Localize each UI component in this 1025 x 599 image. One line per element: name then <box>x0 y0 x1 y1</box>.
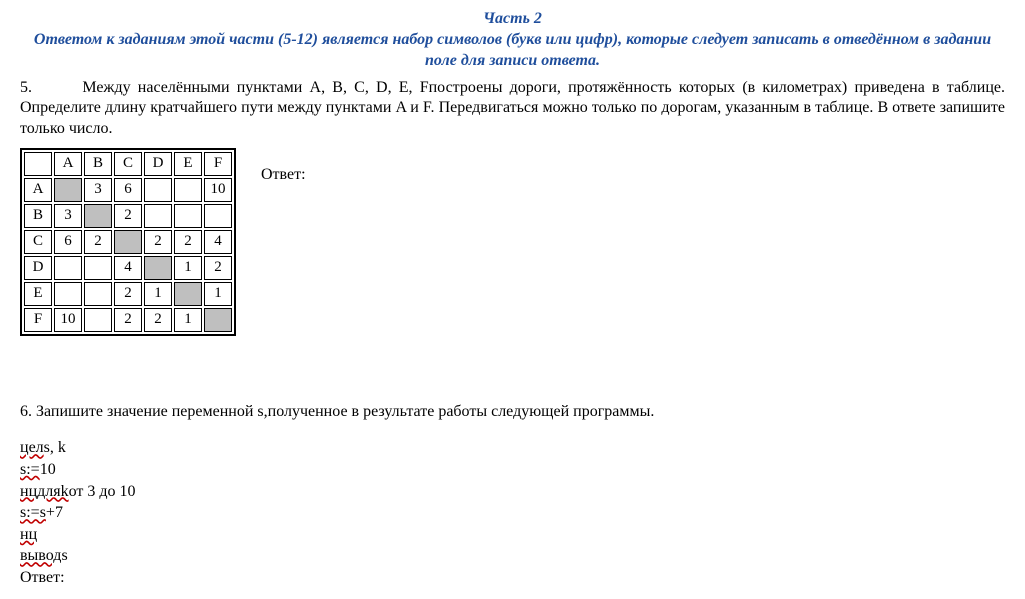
table-row-label: F <box>24 308 52 332</box>
code-line-3: нцдляkот 3 до 10 <box>20 481 1005 503</box>
table-cell <box>54 178 82 202</box>
table-cell: 3 <box>84 178 112 202</box>
table-header-cell: B <box>84 152 112 176</box>
table-cell: 2 <box>114 282 142 306</box>
table-cell <box>84 282 112 306</box>
problem6-number: 6. <box>20 403 32 420</box>
table-header-cell: F <box>204 152 232 176</box>
problem5-number: 5. <box>20 79 32 96</box>
table-cell: 6 <box>114 178 142 202</box>
code-line-7: Ответ: <box>20 567 1005 589</box>
table-cell: 2 <box>84 230 112 254</box>
section-subtitle: Ответом к заданиям этой части (5-12) явл… <box>20 30 1005 72</box>
table-cell: 1 <box>174 308 202 332</box>
table-cell <box>174 204 202 228</box>
problem5-table-wrap: ABCDEFA3610B32C62224D412E211F10221 <box>20 148 236 336</box>
problem6-code: целs, k s:=10 нцдляkот 3 до 10 s:=s+7 нц… <box>20 437 1005 588</box>
table-cell: 10 <box>54 308 82 332</box>
table-row-label: D <box>24 256 52 280</box>
code-line-1: целs, k <box>20 437 1005 459</box>
table-cell: 2 <box>144 230 172 254</box>
code-line-4: s:=s+7 <box>20 502 1005 524</box>
table-cell: 10 <box>204 178 232 202</box>
table-cell: 4 <box>114 256 142 280</box>
table-cell <box>144 178 172 202</box>
distance-table: ABCDEFA3610B32C62224D412E211F10221 <box>20 148 236 336</box>
table-cell <box>54 282 82 306</box>
problem5-text-block: 5. Между населёнными пунктами A, B, C, D… <box>20 78 1005 140</box>
table-row-label: A <box>24 178 52 202</box>
table-cell: 2 <box>174 230 202 254</box>
table-row-label: E <box>24 282 52 306</box>
table-cell <box>204 204 232 228</box>
problem5-text: Между населёнными пунктами A, B, C, D, E… <box>20 79 1005 138</box>
table-header-cell <box>24 152 52 176</box>
table-cell <box>114 230 142 254</box>
section-title: Часть 2 <box>20 10 1005 28</box>
table-header-cell: D <box>144 152 172 176</box>
table-cell: 6 <box>54 230 82 254</box>
table-header-cell: E <box>174 152 202 176</box>
table-cell: 2 <box>114 308 142 332</box>
problem6-text: Запишите значение переменной s,полученно… <box>36 403 654 420</box>
problem6-text-block: 6. Запишите значение переменной s,получе… <box>20 401 1005 423</box>
table-row-label: C <box>24 230 52 254</box>
table-header-cell: A <box>54 152 82 176</box>
table-cell: 2 <box>204 256 232 280</box>
code-line-5: нц <box>20 524 1005 546</box>
problem5-answer-label: Ответ: <box>261 148 306 184</box>
table-cell <box>84 204 112 228</box>
table-cell <box>84 308 112 332</box>
code-line-6: выводs <box>20 545 1005 567</box>
table-cell <box>204 308 232 332</box>
table-cell: 1 <box>144 282 172 306</box>
table-cell: 2 <box>144 308 172 332</box>
table-row-label: B <box>24 204 52 228</box>
table-cell <box>144 256 172 280</box>
table-cell: 2 <box>114 204 142 228</box>
table-cell <box>144 204 172 228</box>
table-cell: 3 <box>54 204 82 228</box>
code-line-2: s:=10 <box>20 459 1005 481</box>
table-cell <box>174 282 202 306</box>
table-header-cell: C <box>114 152 142 176</box>
table-cell <box>84 256 112 280</box>
table-cell: 1 <box>174 256 202 280</box>
table-cell: 4 <box>204 230 232 254</box>
table-cell: 1 <box>204 282 232 306</box>
table-cell <box>174 178 202 202</box>
table-cell <box>54 256 82 280</box>
